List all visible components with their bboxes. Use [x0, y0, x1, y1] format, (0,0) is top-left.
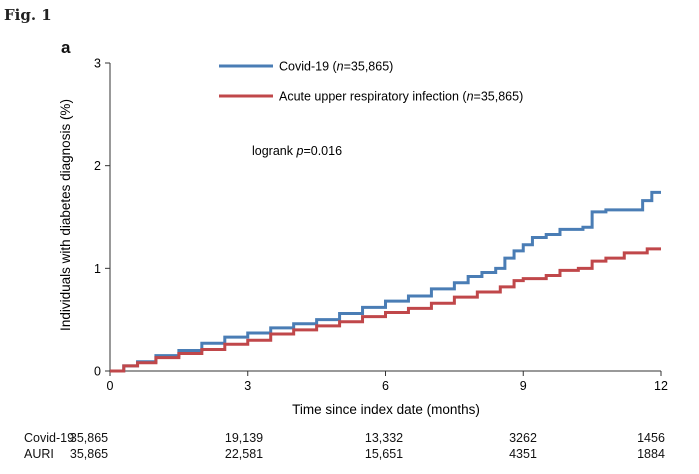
risk-value: 19,139 [224, 431, 264, 445]
x-tick-label: 6 [382, 379, 389, 393]
legend: Covid-19 (n=35,865) Acute upper respirato… [219, 60, 523, 104]
risk-value: 15,651 [364, 447, 404, 461]
risk-value: 1884 [637, 447, 665, 461]
x-axis-label: Time since index date (months) [292, 402, 480, 417]
x-tick-label: 12 [654, 379, 668, 393]
legend-label: Covid-19 (n=35,865) [279, 60, 393, 74]
risk-value: 4351 [509, 447, 537, 461]
risk-value: 22,581 [224, 447, 264, 461]
y-axis-label: Individuals with diabetes diagnosis (%) [58, 99, 73, 331]
logrank-value: =0.016 [303, 144, 342, 158]
series-line-covid19 [110, 190, 661, 373]
logrank-prefix: logrank [252, 144, 296, 158]
series-line-auri [110, 247, 661, 373]
risk-value: 1456 [637, 431, 665, 445]
legend-label: Acute upper respiratory infection (n=35,… [279, 90, 523, 104]
y-tick-label: 0 [94, 365, 101, 379]
y-tick-label: 1 [94, 262, 101, 276]
x-tick-label: 0 [107, 379, 114, 393]
risk-row-auri: AURI 35,865 22,581 15,651 4351 1884 [0, 447, 699, 463]
risk-value: 35,865 [69, 447, 109, 461]
risk-value: 35,865 [69, 431, 109, 445]
risk-row-label: Covid-19 [24, 431, 75, 445]
risk-row-label: AURI [24, 447, 54, 461]
risk-row-covid: Covid-19 35,865 19,139 13,332 3262 1456 [0, 431, 699, 447]
risk-value: 13,332 [364, 431, 404, 445]
x-tick-label: 9 [520, 379, 527, 393]
x-tick-label: 3 [244, 379, 251, 393]
axes [105, 62, 662, 376]
risk-value: 3262 [509, 431, 537, 445]
logrank-p: p [295, 144, 303, 158]
y-tick-label: 3 [94, 57, 101, 71]
logrank-annotation: logrank p=0.016 [252, 144, 342, 158]
panel-label: a [61, 38, 71, 57]
y-tick-label: 2 [94, 159, 101, 173]
figure-label: Fig. 1 [4, 6, 52, 24]
series-lines [110, 190, 661, 373]
